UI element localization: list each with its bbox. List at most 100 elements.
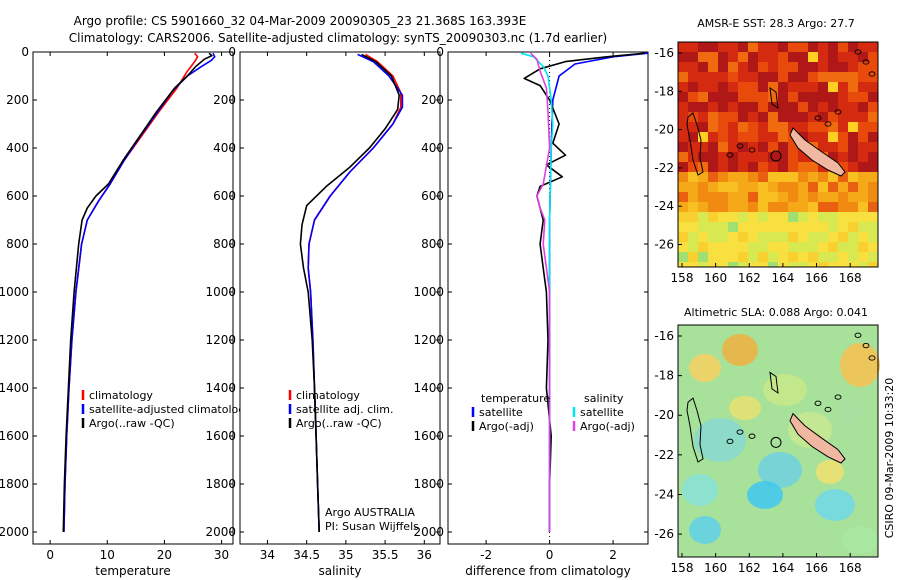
sst-cell (788, 252, 798, 262)
sst-cell (758, 132, 768, 142)
sst-cell (858, 162, 868, 172)
sst-cell (768, 212, 778, 222)
sst-cell (798, 52, 808, 62)
sst-cell (848, 182, 858, 192)
title-line-1: Argo profile: CS 5901660_32 04-Mar-2009 … (74, 14, 527, 28)
sst-cell (718, 152, 728, 162)
sst-cell (838, 262, 848, 267)
sst-cell (748, 242, 758, 252)
sst-cell (748, 62, 758, 72)
temperature-ytick-label: 1200 (0, 333, 29, 347)
sst-cell (708, 42, 718, 52)
sla-xtick-label: 158 (671, 561, 694, 575)
sst-cell (818, 42, 828, 52)
sst-cell (858, 232, 868, 242)
sla-anomaly (722, 334, 758, 366)
sst-cell (768, 52, 778, 62)
sst-cell (688, 222, 698, 232)
sst-cell (768, 232, 778, 242)
sst-cell (828, 142, 838, 152)
sst-cell (828, 202, 838, 212)
sst-cell (698, 232, 708, 242)
sst-cell (748, 52, 758, 62)
sst-cell (738, 102, 748, 112)
island-outline (769, 86, 779, 110)
sst-cell (768, 82, 778, 92)
sst-cell (848, 212, 858, 222)
new-caledonia-island (789, 412, 846, 464)
temperature-ytick-label: 1400 (0, 381, 29, 395)
sst-cell (828, 52, 838, 62)
sst-cell (708, 102, 718, 112)
sst-cell (848, 222, 858, 232)
sst-cell (728, 72, 738, 82)
salinity-xtick-label: 35.5 (372, 548, 399, 562)
sst-cell (838, 142, 848, 152)
sst-ytick-label: -26 (654, 238, 674, 252)
sst-cell (708, 232, 718, 242)
sst-cell (728, 92, 738, 102)
sst-cell (718, 242, 728, 252)
temperature-xtick-label: 10 (100, 548, 115, 562)
sst-cell (678, 182, 688, 192)
sst-cell (868, 222, 878, 232)
sst-cell (788, 122, 798, 132)
sst-cell (808, 102, 818, 112)
sst-cell (718, 42, 728, 52)
sst-cell (798, 112, 808, 122)
sst-cell (688, 242, 698, 252)
sst-cell (798, 182, 808, 192)
sst-cell (748, 202, 758, 212)
sst-cell (808, 222, 818, 232)
sst-cell (728, 202, 738, 212)
sst-cell (738, 152, 748, 162)
difference-ytick-label: 1000 (413, 285, 444, 299)
sst-cell (678, 42, 688, 52)
sst-cell (868, 82, 878, 92)
small-island (868, 355, 876, 361)
sst-cell (738, 262, 748, 267)
sst-cell (738, 162, 748, 172)
salinity-ytick-label: 200 (213, 93, 236, 107)
salinity-plot-frame (239, 51, 441, 545)
sst-cell (778, 112, 788, 122)
sst-cell (698, 182, 708, 192)
sst-cell (798, 212, 808, 222)
sst-cell (838, 172, 848, 182)
sst-cell (778, 222, 788, 232)
sst-cell (748, 212, 758, 222)
sst-cell (798, 232, 808, 242)
sst-cell (758, 242, 768, 252)
sst-cell (808, 262, 818, 267)
sst-cell (828, 212, 838, 222)
temperature-xtick-label: 30 (214, 548, 229, 562)
temperature-ytick-label: 1600 (0, 429, 29, 443)
sla-xtick-label: 160 (704, 561, 727, 575)
sst-cell (798, 192, 808, 202)
small-island (824, 121, 832, 127)
sst-cell (788, 212, 798, 222)
sst-cell (738, 82, 748, 92)
sst-cell (778, 232, 788, 242)
sst-cell (738, 192, 748, 202)
sst-cell (698, 72, 708, 82)
sst-cell (768, 92, 778, 102)
sst-cell (708, 142, 718, 152)
sst-cell (858, 252, 868, 262)
sst-map-cells (678, 42, 878, 267)
sst-cell (698, 202, 708, 212)
sst-map-ticks: 158 160 162 164 166 168 -16 -18 -20 -22 -24 -26 (654, 46, 861, 285)
sla-coastlines (686, 332, 876, 464)
sla-anomaly (758, 452, 802, 488)
difference-series-line (529, 52, 551, 532)
sst-cell (718, 192, 728, 202)
sst-cell (868, 102, 878, 112)
sst-cell (858, 132, 868, 142)
sst-cell (748, 222, 758, 232)
sst-cell (858, 262, 868, 267)
sst-cell (868, 42, 878, 52)
sst-cell (848, 52, 858, 62)
sst-cell (718, 122, 728, 132)
sst-cell (678, 212, 688, 222)
